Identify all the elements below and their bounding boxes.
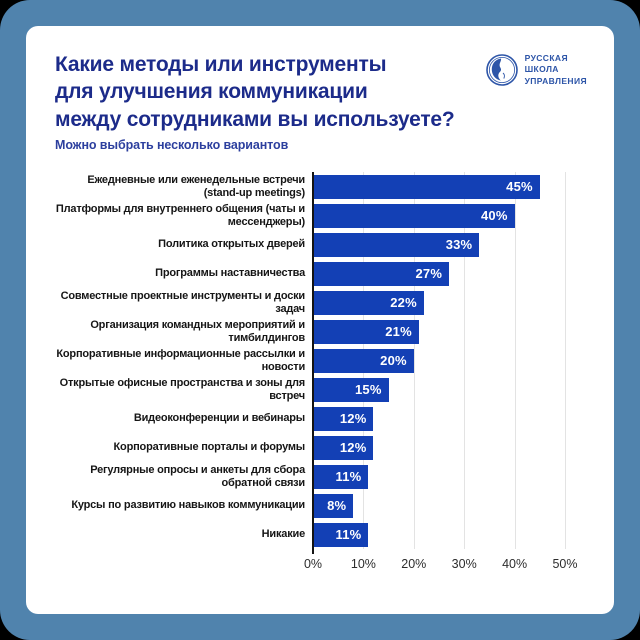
x-tick-label: 20%: [401, 557, 427, 571]
page-subtitle: Можно выбрать несколько вариантов: [55, 138, 289, 152]
gridline: [565, 172, 566, 549]
category-label: Корпоративные информационные рассылки и …: [56, 348, 305, 373]
bar: 11%: [313, 522, 369, 547]
bar-track: 15%: [313, 377, 565, 402]
bar-value-label: 8%: [327, 498, 347, 513]
chart-row: Корпоративные информационные рассылки и …: [55, 346, 565, 375]
bar-track: 20%: [313, 348, 565, 373]
gridline: [464, 172, 466, 549]
x-tick-label: 10%: [350, 557, 376, 571]
bar-track: 8%: [313, 493, 565, 518]
infographic-card: Какие методы или инструменты для улучшен…: [26, 26, 614, 614]
bar-value-label: 21%: [385, 324, 412, 339]
chart-row: Политика открытых дверей 33%: [55, 230, 565, 259]
chart-row: Видеоконференции и вебинары 12%: [55, 404, 565, 433]
gridline: [514, 172, 516, 549]
bar-track: 12%: [313, 435, 565, 460]
chart-row: Курсы по развитию навыков коммуникации 8…: [55, 491, 565, 520]
chart-rows: Ежедневные или еженедельные встречи (sta…: [55, 172, 566, 554]
bar-value-label: 27%: [415, 266, 443, 281]
x-tick-label: 50%: [552, 557, 578, 571]
chart-row: Программы наставничества 27%: [55, 259, 565, 288]
bar-value-label: 40%: [480, 208, 508, 223]
bar-value-label: 20%: [380, 353, 407, 368]
bar-track: 45%: [313, 174, 565, 199]
category-label: Видеоконференции и вебинары: [133, 412, 305, 425]
category-label: Ежедневные или еженедельные встречи (sta…: [87, 174, 305, 199]
bar-track: 22%: [313, 290, 565, 315]
title-line-3: между сотрудниками вы используете?: [55, 107, 455, 131]
logo-line-2: ШКОЛА: [524, 64, 559, 75]
bar-track: 11%: [313, 464, 565, 489]
category-label: Регулярные опросы и анкеты для сбора обр…: [90, 464, 305, 489]
rsu-logo-text: РУССКАЯ ШКОЛА УПРАВЛЕНИЯ: [525, 53, 587, 86]
chart-row: Открытые офисные пространства и зоны для…: [55, 375, 565, 404]
bar-value-label: 45%: [506, 179, 533, 194]
bar-track: 12%: [313, 406, 565, 431]
bar: 33%: [313, 232, 480, 257]
x-tick-label: 30%: [451, 557, 477, 571]
bar-track: 27%: [313, 261, 565, 286]
chart-row: Никакие 11%: [55, 520, 565, 549]
bar-value-label: 22%: [390, 295, 417, 310]
logo-line-3: УПРАВЛЕНИЯ: [524, 75, 587, 86]
page-title: Какие методы или инструменты для улучшен…: [55, 51, 455, 133]
y-axis-line: [312, 172, 314, 554]
chart-row: Ежедневные или еженедельные встречи (sta…: [55, 172, 565, 201]
category-label: Платформы для внутреннего общения (чаты …: [55, 203, 305, 228]
bar: 15%: [313, 377, 389, 402]
bar-value-label: 12%: [339, 411, 367, 426]
bar-value-label: 15%: [354, 382, 382, 397]
bar: 11%: [313, 464, 369, 489]
chart-row: Платформы для внутреннего общения (чаты …: [55, 201, 565, 230]
bar-chart: Ежедневные или еженедельные встречи (sta…: [55, 172, 578, 575]
bar-track: 21%: [313, 319, 565, 344]
bar: 8%: [313, 493, 354, 518]
face-in-circle-icon: [485, 53, 519, 87]
bar: 12%: [313, 406, 374, 431]
category-label: Совместные проектные инструменты и доски…: [60, 290, 306, 315]
bar-value-label: 12%: [339, 440, 367, 455]
chart-row: Корпоративные порталы и форумы 12%: [55, 433, 565, 462]
title-line-1: Какие методы или инструменты: [55, 53, 387, 76]
x-tick-label: 40%: [502, 557, 528, 571]
category-label: Организация командных мероприятий и тимб…: [90, 319, 305, 344]
category-label: Открытые офисные пространства и зоны для…: [59, 377, 306, 402]
gridline: [413, 172, 415, 549]
bar: 40%: [313, 203, 515, 228]
bar: 12%: [313, 435, 374, 460]
bar-track: 40%: [313, 203, 565, 228]
category-label: Никакие: [261, 528, 306, 541]
bar-value-label: 11%: [335, 527, 362, 542]
bar: 45%: [313, 174, 540, 199]
category-label: Корпоративные порталы и форумы: [113, 441, 306, 454]
category-label: Политика открытых дверей: [158, 238, 305, 251]
rsu-logo: РУССКАЯ ШКОЛА УПРАВЛЕНИЯ: [485, 53, 587, 87]
bar-track: 33%: [313, 232, 565, 257]
logo-line-1: РУССКАЯ: [524, 53, 568, 64]
bar-value-label: 11%: [335, 469, 362, 484]
bar: 22%: [313, 290, 424, 315]
x-axis: 0% 10% 20% 30% 40% 50%: [304, 557, 578, 575]
category-label: Курсы по развитию навыков коммуникации: [71, 499, 305, 512]
x-tick-label: 0%: [303, 557, 323, 571]
bar: 21%: [313, 319, 419, 344]
chart-row: Организация командных мероприятий и тимб…: [55, 317, 565, 346]
bar-value-label: 33%: [445, 237, 473, 252]
bar: 20%: [313, 348, 414, 373]
category-label: Программы наставничества: [155, 267, 305, 280]
title-line-2: для улучшения коммуникации: [55, 80, 368, 104]
bar-track: 11%: [313, 522, 565, 547]
chart-row: Регулярные опросы и анкеты для сбора обр…: [55, 462, 565, 491]
bar: 27%: [313, 261, 450, 286]
chart-row: Совместные проектные инструменты и доски…: [55, 288, 565, 317]
